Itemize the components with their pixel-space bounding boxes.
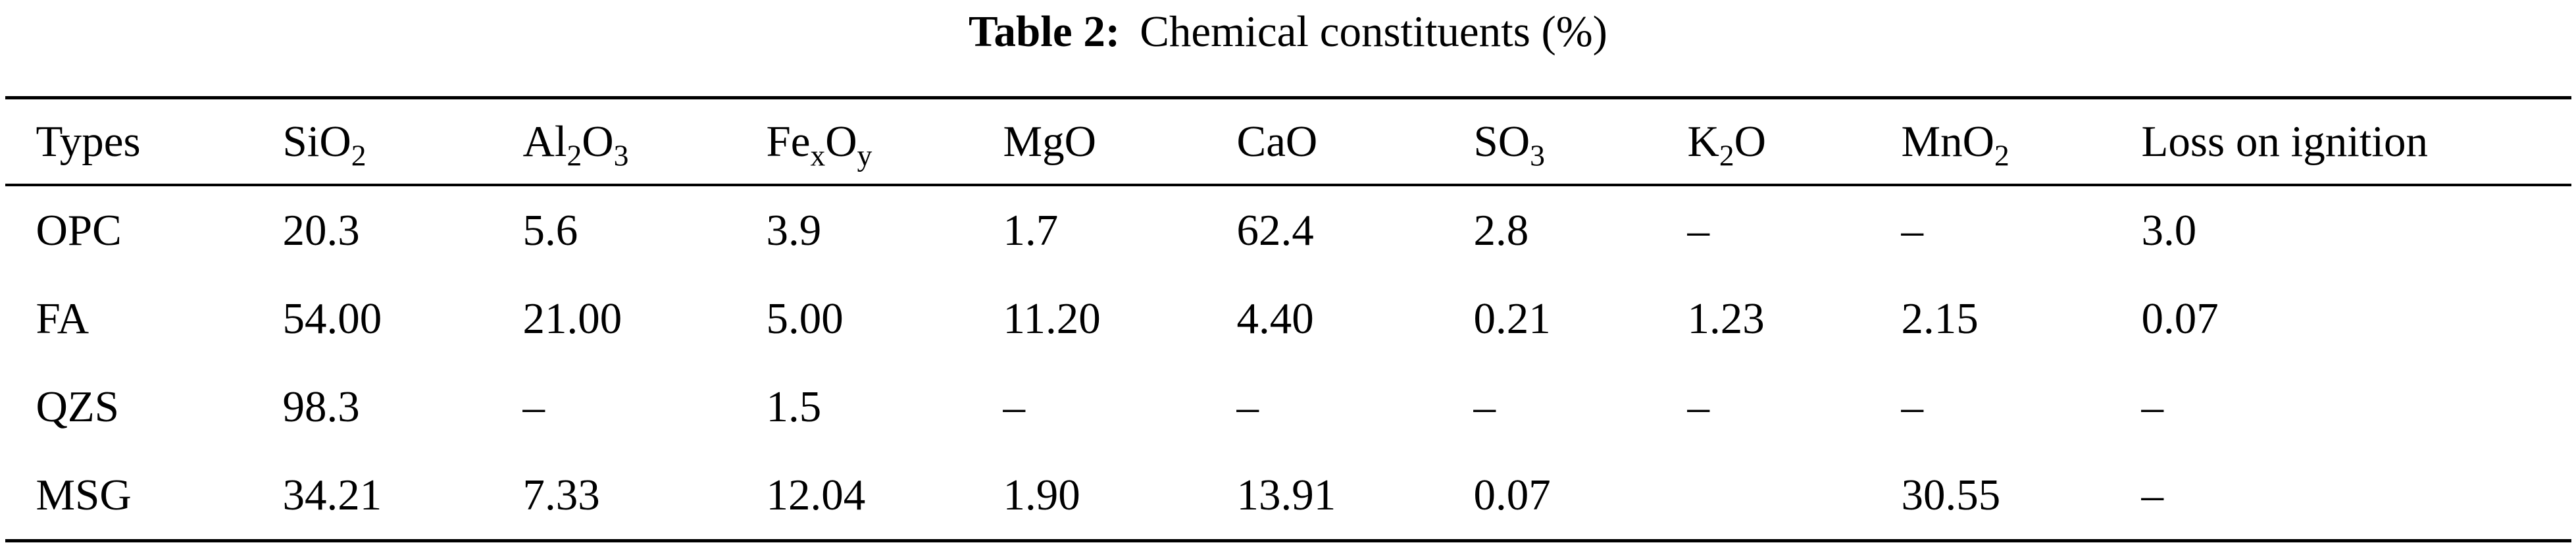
cell	[1687, 451, 1902, 542]
cell: 1.23	[1687, 294, 1765, 343]
row-label: OPC	[36, 205, 122, 255]
header-cell-al2o3: Al2O3	[522, 96, 767, 186]
cell: 1.90	[1003, 451, 1237, 542]
cell: –	[1003, 382, 1026, 431]
cell: 5.6	[522, 205, 578, 255]
cell: 13.91	[1236, 451, 1474, 542]
cell: –	[1901, 382, 1924, 431]
header-cell-loss-on-ignition: Loss on ignition	[2141, 96, 2571, 186]
cell: 21.00	[522, 294, 622, 343]
cell: –	[2141, 382, 2164, 431]
table-row-fa: FA 54.00 21.00 5.00 11.20 4.40 0.21 1.23…	[5, 274, 2571, 363]
header-cell-so3: SO3	[1473, 96, 1688, 186]
cell: –	[2141, 451, 2571, 542]
cell: 11.20	[1003, 294, 1101, 343]
cell: –	[1473, 382, 1496, 431]
table-caption-text: Chemical constituents (%)	[1140, 7, 1607, 56]
table-row-msg: MSG 34.21 7.33 12.04 1.90 13.91 0.07 30.…	[5, 451, 2571, 542]
cell: 20.3	[282, 205, 360, 255]
cell: –	[522, 382, 545, 431]
cell: 0.07	[1473, 451, 1688, 542]
cell: 30.55	[1901, 451, 2142, 542]
header-cell-sio2: SiO2	[282, 96, 523, 186]
cell: 2.8	[1473, 205, 1529, 255]
cell: 3.9	[766, 205, 822, 255]
cell: –	[1901, 205, 1924, 255]
header-cell-mno2: MnO2	[1901, 96, 2142, 186]
cell: 2.15	[1901, 294, 1979, 343]
cell: 34.21	[282, 451, 523, 542]
cell: 12.04	[766, 451, 1003, 542]
table-row-qzs: QZS 98.3 – 1.5 – – – – – –	[5, 363, 2571, 451]
cell: –	[1687, 382, 1710, 431]
header-cell-k2o: K2O	[1687, 96, 1902, 186]
cell: 98.3	[282, 382, 360, 431]
header-cell-mgo: MgO	[1003, 96, 1237, 186]
cell: 3.0	[2141, 205, 2197, 255]
header-row: Types SiO2 Al2O3 FexOy MgO CaO SO3 K2O M…	[5, 96, 2571, 186]
cell: 7.33	[522, 451, 767, 542]
row-label: MSG	[5, 451, 283, 542]
table-row-opc: OPC 20.3 5.6 3.9 1.7 62.4 2.8 – – 3.0	[5, 185, 2571, 274]
header-cell-cao: CaO	[1236, 96, 1474, 186]
row-label: QZS	[36, 382, 120, 431]
table-caption-label: Table 2:	[969, 7, 1121, 56]
cell: 0.07	[2141, 294, 2219, 343]
cell: 1.7	[1003, 205, 1059, 255]
cell: 54.00	[282, 294, 382, 343]
header-cell-types: Types	[5, 96, 283, 186]
chemical-constituents-table: Types SiO2 Al2O3 FexOy MgO CaO SO3 K2O M…	[5, 96, 2571, 542]
cell: 4.40	[1236, 294, 1314, 343]
row-label: FA	[36, 294, 89, 343]
cell: 0.21	[1473, 294, 1551, 343]
cell: –	[1236, 382, 1259, 431]
cell: –	[1687, 205, 1710, 255]
cell: 5.00	[766, 294, 844, 343]
header-cell-fexoy: FexOy	[766, 96, 1003, 186]
table-caption: Table 2: Chemical constituents (%)	[0, 0, 2576, 58]
cell: 62.4	[1236, 205, 1314, 255]
cell: 1.5	[766, 382, 822, 431]
